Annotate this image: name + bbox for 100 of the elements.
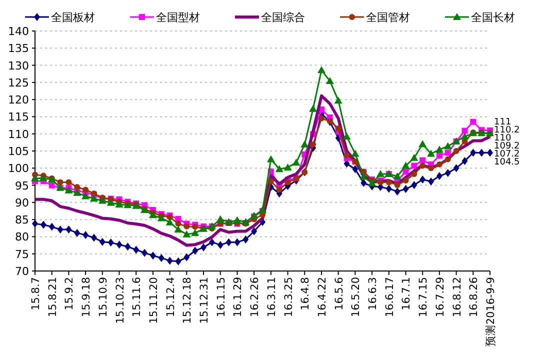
x-tick-label: 15.9.2 bbox=[64, 277, 76, 310]
point bbox=[226, 238, 232, 246]
data-label: 104.5 bbox=[494, 157, 520, 168]
x-tick-label: 16.2.26 bbox=[249, 276, 262, 318]
point bbox=[148, 211, 157, 218]
x-tick-label: 15.11.20 bbox=[148, 277, 160, 324]
data-label: 110.2 bbox=[494, 125, 520, 136]
point bbox=[420, 157, 426, 164]
point bbox=[360, 178, 367, 187]
point bbox=[276, 186, 282, 193]
point bbox=[309, 104, 318, 112]
x-tick-label: 15.10.23 bbox=[114, 277, 126, 324]
point bbox=[192, 246, 198, 255]
x-tick-label: 16.3.25 bbox=[282, 277, 295, 318]
x-tick-label: 15.12.4 bbox=[164, 276, 177, 318]
point bbox=[157, 214, 166, 222]
legend-label: 全国板材 bbox=[51, 11, 95, 24]
point bbox=[90, 194, 98, 202]
point bbox=[82, 186, 89, 193]
y-tick-label: 115 bbox=[8, 110, 29, 124]
point bbox=[470, 148, 476, 157]
y-tick-label: 80 bbox=[15, 230, 29, 244]
point bbox=[402, 162, 410, 169]
point bbox=[166, 218, 174, 226]
point bbox=[402, 185, 409, 194]
point bbox=[470, 118, 476, 125]
point bbox=[224, 218, 233, 225]
x-tick-label: 16.7.15 bbox=[418, 277, 430, 318]
point bbox=[142, 248, 148, 257]
point bbox=[411, 170, 418, 177]
x-tick-label: 16.5.20 bbox=[350, 277, 362, 318]
point bbox=[394, 187, 400, 196]
x-tick-label: 16.7.1 bbox=[400, 277, 413, 310]
x-tick-label: 15.10.9 bbox=[97, 277, 110, 318]
x-tick-label: 15.8.21 bbox=[46, 277, 59, 318]
legend-label: 全国长材 bbox=[471, 11, 515, 24]
point bbox=[292, 158, 300, 166]
x-tick-label: 16.8.26 bbox=[468, 276, 480, 318]
point bbox=[184, 253, 190, 262]
point bbox=[376, 170, 384, 177]
point bbox=[436, 152, 442, 158]
point bbox=[234, 238, 240, 246]
y-tick-label: 75 bbox=[15, 248, 29, 261]
point bbox=[66, 179, 72, 186]
x-tick-label: 16.8.12 bbox=[451, 277, 464, 318]
y-tick-label: 105 bbox=[8, 145, 29, 158]
y-tick-label: 130 bbox=[8, 59, 29, 72]
x-tick-label: 16.6.3 bbox=[367, 277, 380, 310]
point bbox=[335, 125, 342, 132]
point bbox=[108, 238, 114, 247]
point bbox=[32, 220, 38, 228]
y-tick-label: 120 bbox=[8, 94, 29, 107]
point bbox=[444, 150, 451, 156]
point bbox=[444, 168, 451, 177]
x-tick-label: 16.4.8 bbox=[300, 277, 312, 310]
point bbox=[90, 234, 97, 242]
point bbox=[326, 77, 334, 84]
y-tick-label: 125 bbox=[8, 76, 29, 90]
point bbox=[39, 174, 48, 182]
point bbox=[436, 161, 442, 168]
point bbox=[453, 164, 460, 172]
point bbox=[460, 132, 469, 140]
point bbox=[420, 162, 426, 169]
point bbox=[428, 165, 434, 172]
point bbox=[150, 252, 156, 260]
point bbox=[66, 226, 72, 234]
point bbox=[82, 231, 89, 239]
point bbox=[233, 216, 242, 224]
point bbox=[402, 177, 409, 184]
x-tick-label: 16.3.11 bbox=[266, 277, 278, 318]
point bbox=[435, 146, 444, 153]
point bbox=[31, 174, 39, 182]
point bbox=[478, 148, 485, 157]
point bbox=[57, 179, 64, 186]
point bbox=[360, 172, 368, 180]
point bbox=[124, 242, 131, 251]
point bbox=[318, 115, 324, 122]
point bbox=[386, 179, 392, 186]
point bbox=[74, 228, 80, 237]
point bbox=[402, 168, 409, 175]
point bbox=[174, 226, 182, 233]
point bbox=[411, 162, 418, 169]
point bbox=[242, 235, 249, 244]
x-tick-label: 16.1.15 bbox=[215, 277, 228, 318]
point bbox=[444, 142, 452, 150]
point bbox=[394, 182, 400, 188]
point bbox=[48, 222, 55, 231]
x-tick-label: 15.12.31 bbox=[198, 277, 211, 324]
point bbox=[344, 152, 350, 158]
data-label: 111 bbox=[494, 117, 512, 128]
legend-label: 全国管材 bbox=[366, 11, 410, 24]
legend-label: 全国综合 bbox=[261, 11, 305, 24]
text: 107.2 bbox=[494, 149, 520, 160]
x-tick-label: 15.11.6 bbox=[131, 276, 144, 318]
point bbox=[411, 180, 418, 189]
point bbox=[284, 179, 291, 186]
point bbox=[428, 178, 434, 186]
x-tick-label: 15.8.7 bbox=[30, 277, 42, 310]
point bbox=[175, 220, 182, 227]
x-tick-label: 16.5.6 bbox=[333, 276, 346, 310]
